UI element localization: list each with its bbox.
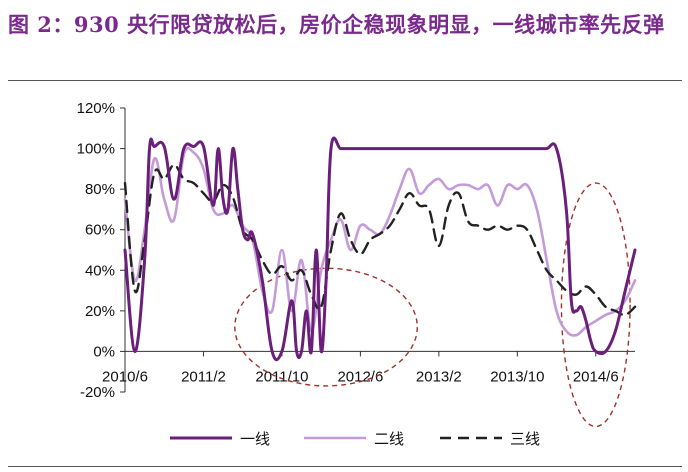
plot-area: [123, 136, 637, 362]
chart-legend: 一线 二线 三线: [170, 430, 540, 448]
annotation-ellipse: [234, 267, 418, 387]
legend-label-2: 二线: [374, 430, 404, 448]
y-tick-label: 80%: [85, 181, 115, 198]
series-line-3: [123, 163, 637, 317]
bottom-divider: [8, 466, 682, 467]
series-line-2: [123, 146, 637, 337]
legend-label-1: 一线: [240, 430, 270, 448]
y-tick-label: 0%: [93, 343, 115, 360]
series-line-1: [123, 136, 637, 362]
x-tick-label: 2013/2: [416, 368, 462, 385]
y-tick-label: 40%: [85, 262, 115, 279]
x-tick-label: 2010/6: [102, 368, 148, 385]
chart-annotations: [234, 182, 631, 428]
x-tick-label: 2012/6: [337, 368, 383, 385]
legend-label-3: 三线: [510, 430, 540, 448]
title-divider: [8, 80, 682, 81]
annotation-ellipse: [560, 182, 631, 428]
x-tick-label: 2014/6: [573, 368, 619, 385]
x-tick-label: 2011/2: [181, 368, 226, 385]
y-tick-label: 60%: [85, 222, 115, 239]
x-tick-label: 2013/10: [490, 368, 544, 385]
chart-axes: 120% 100% 80% 60% 40% 20% 0% -20%2010/6 2011/2 20…: [77, 100, 635, 401]
y-tick-label: 100%: [77, 141, 115, 158]
chart-title: 图 2：930 央行限贷放松后，房价企稳现象明显，一线城市率先反弹: [8, 12, 665, 37]
x-tick-label: 2011/10: [255, 368, 308, 385]
y-tick-label: 20%: [85, 303, 115, 320]
y-tick-label: 120%: [77, 100, 115, 117]
y-tick-label: -20%: [80, 384, 115, 401]
